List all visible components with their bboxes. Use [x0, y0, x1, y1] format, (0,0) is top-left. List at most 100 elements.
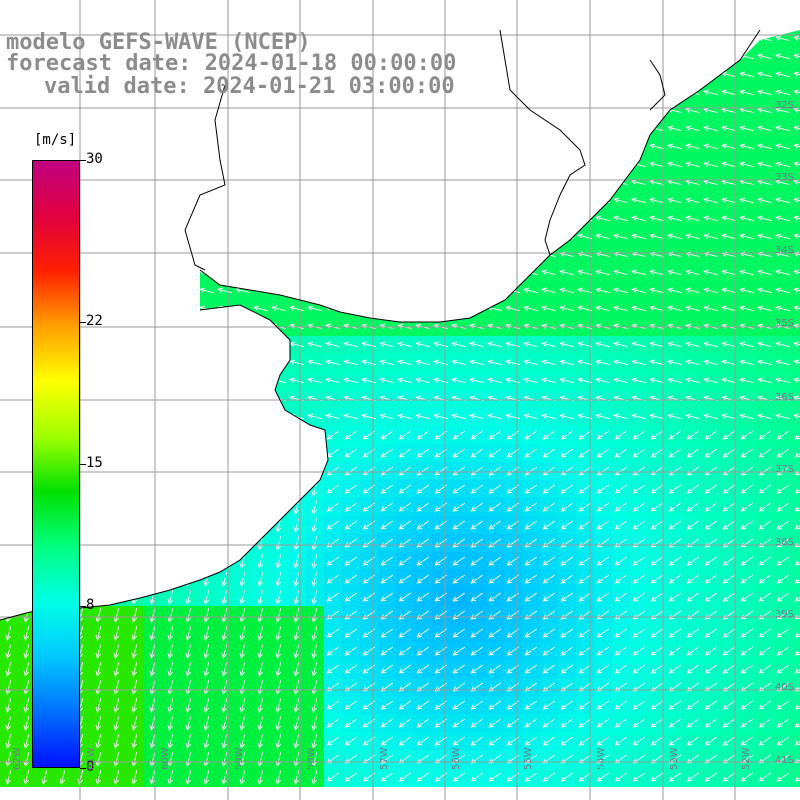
field-cell	[378, 732, 397, 751]
wind-arrow	[524, 592, 538, 602]
field-cell	[594, 588, 613, 607]
wind-arrow	[739, 89, 754, 96]
wind-arrow	[221, 626, 228, 641]
field-cell	[630, 444, 649, 463]
field-cell	[342, 660, 361, 679]
wind-arrow	[649, 341, 664, 348]
field-cell	[738, 534, 757, 553]
field-cell	[576, 444, 595, 463]
field-cell	[756, 750, 775, 769]
field-cell	[666, 696, 685, 715]
wind-arrow	[416, 592, 430, 602]
wind-arrow	[380, 502, 394, 512]
wind-arrow	[721, 143, 736, 150]
field-cell	[774, 642, 793, 661]
field-cell	[684, 696, 703, 715]
field-cell	[540, 660, 559, 679]
wind-arrow	[776, 556, 790, 566]
wind-arrow	[451, 413, 466, 420]
wind-arrow	[613, 359, 628, 366]
wind-arrow	[649, 305, 664, 312]
wind-arrow	[311, 644, 318, 659]
wind-arrow	[221, 734, 228, 749]
field-cell	[144, 606, 163, 625]
wind-arrow	[470, 700, 484, 710]
field-cell	[666, 660, 685, 679]
field-cell	[468, 768, 487, 787]
wind-arrow	[23, 770, 30, 785]
field-cell	[126, 732, 145, 751]
wind-arrow	[704, 484, 718, 494]
wind-arrow	[776, 700, 790, 710]
field-cell	[360, 426, 379, 445]
field-cell	[360, 678, 379, 697]
wind-arrow	[326, 430, 340, 440]
field-cell	[792, 444, 800, 463]
wind-arrow	[167, 734, 174, 749]
field-cell	[270, 696, 289, 715]
field-cell	[612, 588, 631, 607]
wind-arrow	[685, 377, 700, 384]
field-cell	[648, 534, 667, 553]
wind-arrow	[452, 430, 466, 440]
wind-arrow	[469, 413, 484, 420]
field-cell	[684, 588, 703, 607]
wind-arrow	[149, 698, 156, 713]
field-cell	[666, 480, 685, 499]
field-cell	[594, 426, 613, 445]
wind-arrow	[257, 680, 264, 695]
wind-arrow	[452, 664, 466, 674]
wind-arrow	[203, 734, 210, 749]
field-cell	[540, 444, 559, 463]
wind-arrow	[614, 574, 628, 584]
field-cell	[198, 714, 217, 733]
wind-arrow	[721, 413, 736, 420]
field-cell	[306, 660, 325, 679]
field-cell	[630, 696, 649, 715]
wind-arrow	[596, 556, 610, 566]
field-cell	[594, 534, 613, 553]
wind-arrow	[398, 538, 412, 548]
wind-arrow	[149, 680, 156, 695]
field-cell	[432, 696, 451, 715]
field-cell	[450, 498, 469, 517]
wind-arrow	[167, 680, 174, 695]
wind-arrow	[613, 287, 628, 294]
wind-arrow	[5, 752, 12, 767]
wind-arrow	[613, 215, 628, 222]
field-cell	[612, 714, 631, 733]
wind-arrow	[722, 664, 736, 674]
field-cell	[756, 498, 775, 517]
field-cell	[576, 714, 595, 733]
wind-arrow	[740, 700, 754, 710]
wind-arrow	[167, 644, 174, 659]
wind-arrow	[293, 698, 300, 713]
wind-arrow	[311, 626, 318, 641]
field-cell	[144, 768, 163, 787]
wind-arrow	[325, 413, 340, 420]
field-cell	[0, 714, 19, 733]
wind-arrow	[221, 572, 228, 587]
wind-arrow	[613, 413, 628, 420]
wind-arrow	[650, 772, 664, 782]
wind-arrow	[722, 538, 736, 548]
field-cell	[396, 714, 415, 733]
field-cell	[396, 480, 415, 499]
wind-arrow	[416, 736, 430, 746]
wind-arrow	[614, 538, 628, 548]
field-cell	[774, 750, 793, 769]
wind-arrow	[596, 484, 610, 494]
field-cell	[720, 768, 739, 787]
field-cell	[90, 750, 109, 769]
field-cell	[414, 714, 433, 733]
wind-arrow	[613, 341, 628, 348]
wind-arrow	[488, 574, 502, 584]
field-cell	[126, 642, 145, 661]
wind-arrow	[776, 718, 790, 728]
field-cell	[504, 498, 523, 517]
field-cell	[414, 444, 433, 463]
field-cell	[414, 642, 433, 661]
field-cell	[252, 750, 271, 769]
wind-arrow	[113, 716, 120, 731]
wind-arrow	[95, 752, 102, 767]
